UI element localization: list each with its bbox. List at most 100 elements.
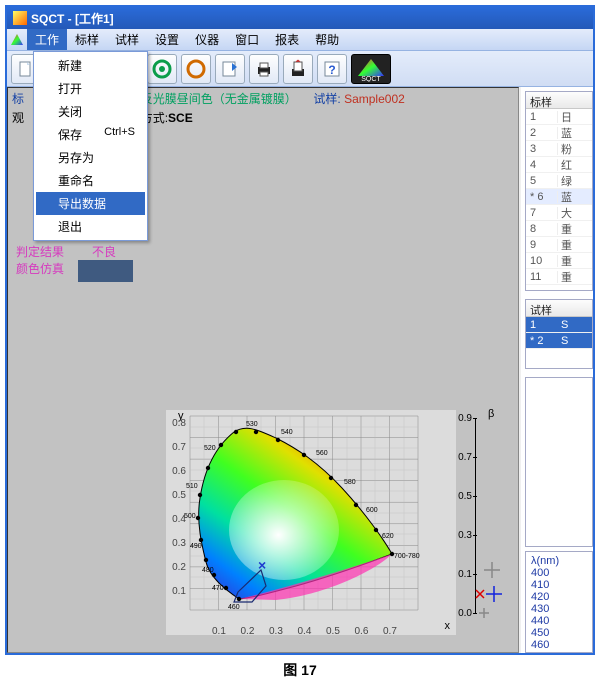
toolbar-target-icon[interactable] bbox=[147, 54, 177, 84]
svg-text:510: 510 bbox=[186, 483, 198, 490]
menu-item-关闭[interactable]: 关闭 bbox=[36, 100, 145, 123]
svg-text:530: 530 bbox=[246, 421, 258, 428]
standard-row[interactable]: 8重 bbox=[526, 221, 592, 237]
mode-value: SCE bbox=[168, 111, 193, 125]
svg-text:480: 480 bbox=[202, 567, 214, 574]
toolbar-export-icon[interactable] bbox=[215, 54, 245, 84]
sample-list[interactable]: 试样 1S* 2S bbox=[525, 299, 593, 369]
svg-text:620: 620 bbox=[382, 533, 394, 540]
standard-row[interactable]: * 6蓝 bbox=[526, 189, 592, 205]
svg-text:490: 490 bbox=[190, 543, 202, 550]
menu-item-新建[interactable]: 新建 bbox=[36, 54, 145, 77]
file-menu-dropdown[interactable]: 新建打开关闭保存Ctrl+S另存为重命名导出数据退出 bbox=[33, 51, 148, 241]
color-sim-swatch bbox=[78, 260, 133, 282]
svg-text:SQCT: SQCT bbox=[361, 76, 381, 82]
beta-tick: 0.0 bbox=[442, 608, 472, 619]
menu-报表[interactable]: 报表 bbox=[267, 29, 307, 50]
standard-row[interactable]: 1日 bbox=[526, 109, 592, 125]
menubar-logo bbox=[7, 29, 27, 50]
wavelength-row: 470 bbox=[531, 651, 587, 653]
wavelength-row: 450 bbox=[531, 627, 587, 639]
sample-marker: × bbox=[258, 557, 266, 573]
standard-row[interactable]: 3粉 bbox=[526, 141, 592, 157]
svg-text:460: 460 bbox=[228, 604, 240, 611]
menu-item-保存[interactable]: 保存Ctrl+S bbox=[36, 123, 145, 146]
standard-row[interactable]: 7大 bbox=[526, 205, 592, 221]
svg-text:580: 580 bbox=[344, 479, 356, 486]
cie-xtick: 0.4 bbox=[298, 626, 312, 637]
svg-text:520: 520 bbox=[204, 445, 216, 452]
beta-tick: 0.7 bbox=[442, 452, 472, 463]
view-prefix: 观 bbox=[12, 111, 24, 125]
menu-item-打开[interactable]: 打开 bbox=[36, 77, 145, 100]
menu-item-另存为[interactable]: 另存为 bbox=[36, 146, 145, 169]
toolbar-ring-icon[interactable] bbox=[181, 54, 211, 84]
wavelength-row: 460 bbox=[531, 639, 587, 651]
toolbar-sqct-icon[interactable]: SQCT bbox=[351, 54, 391, 84]
color-sim-label: 颜色仿真 bbox=[16, 260, 76, 277]
menu-仪器[interactable]: 仪器 bbox=[187, 29, 227, 50]
standard-row[interactable]: 4红 bbox=[526, 157, 592, 173]
cie-ytick: 0.4 bbox=[166, 514, 186, 525]
sample-label: 试样: bbox=[313, 92, 340, 106]
menu-窗口[interactable]: 窗口 bbox=[227, 29, 267, 50]
menu-item-退出[interactable]: 退出 bbox=[36, 215, 145, 238]
sample-value: Sample002 bbox=[344, 92, 405, 106]
wavelength-row: 440 bbox=[531, 615, 587, 627]
cie-ytick: 0.3 bbox=[166, 538, 186, 549]
spectrum-preview bbox=[525, 377, 593, 547]
cie-ytick: 0.1 bbox=[166, 586, 186, 597]
toolbar-print-icon[interactable] bbox=[249, 54, 279, 84]
sample-row[interactable]: * 2S bbox=[526, 333, 592, 349]
standard-row[interactable]: 10重 bbox=[526, 253, 592, 269]
window-title: SQCT - [工作1] bbox=[31, 10, 114, 27]
info-prefix: 标 bbox=[12, 92, 24, 106]
cie-xtick: 0.5 bbox=[326, 626, 340, 637]
standard-row[interactable]: 9重 bbox=[526, 237, 592, 253]
svg-text:560: 560 bbox=[316, 450, 328, 457]
wavelength-header: λ(nm) bbox=[531, 555, 587, 567]
cie-chromaticity-chart: y bbox=[166, 410, 456, 635]
cie-xtick: 0.3 bbox=[269, 626, 283, 637]
standard-list-header: 标样 bbox=[526, 92, 592, 109]
cie-ytick: 0.8 bbox=[166, 418, 186, 429]
menu-试样[interactable]: 试样 bbox=[107, 29, 147, 50]
menu-帮助[interactable]: 帮助 bbox=[307, 29, 347, 50]
beta-scale: β 0.90.70.50.30.10.0 bbox=[460, 410, 515, 638]
judgment-label: 判定结果 bbox=[16, 243, 76, 260]
svg-text:?: ? bbox=[328, 63, 335, 77]
menu-设置[interactable]: 设置 bbox=[147, 29, 187, 50]
svg-text:600: 600 bbox=[366, 507, 378, 514]
info-coating: 反光膜昼间色（无金属镀膜） bbox=[141, 92, 297, 106]
menu-标样[interactable]: 标样 bbox=[67, 29, 107, 50]
cie-xtick: 0.1 bbox=[212, 626, 226, 637]
toolbar-help-icon[interactable]: ? bbox=[317, 54, 347, 84]
wavelength-table: λ(nm) 400410420430440450460470480490 bbox=[525, 551, 593, 653]
wavelength-row: 430 bbox=[531, 603, 587, 615]
sample-row[interactable]: 1S bbox=[526, 317, 592, 333]
svg-text:700-780: 700-780 bbox=[394, 553, 420, 560]
menu-item-重命名[interactable]: 重命名 bbox=[36, 169, 145, 192]
menu-item-导出数据[interactable]: 导出数据 bbox=[36, 192, 145, 215]
beta-tick: 0.3 bbox=[442, 530, 472, 541]
app-icon bbox=[13, 11, 27, 25]
svg-text:540: 540 bbox=[281, 429, 293, 436]
cie-ytick: 0.7 bbox=[166, 442, 186, 453]
standard-list[interactable]: 标样 1日2蓝3粉4红5绿* 6蓝7大8重9重10重11重 bbox=[525, 91, 593, 291]
title-bar: SQCT - [工作1] bbox=[7, 7, 593, 29]
wavelength-row: 410 bbox=[531, 579, 587, 591]
sample-list-header: 试样 bbox=[526, 300, 592, 317]
beta-tick: 0.5 bbox=[442, 491, 472, 502]
menu-工作[interactable]: 工作 bbox=[27, 29, 67, 50]
standard-row[interactable]: 11重 bbox=[526, 269, 592, 285]
svg-text:470: 470 bbox=[212, 585, 224, 592]
toolbar-paper-icon[interactable] bbox=[283, 54, 313, 84]
standard-row[interactable]: 2蓝 bbox=[526, 125, 592, 141]
cie-xtick: 0.6 bbox=[355, 626, 369, 637]
cie-xtick: 0.2 bbox=[241, 626, 255, 637]
standard-row[interactable]: 5绿 bbox=[526, 173, 592, 189]
side-panel: 标样 1日2蓝3粉4红5绿* 6蓝7大8重9重10重11重 试样 1S* 2S … bbox=[519, 87, 593, 653]
judgment-value: 不良 bbox=[76, 243, 116, 260]
wavelength-row: 420 bbox=[531, 591, 587, 603]
wavelength-row: 400 bbox=[531, 567, 587, 579]
